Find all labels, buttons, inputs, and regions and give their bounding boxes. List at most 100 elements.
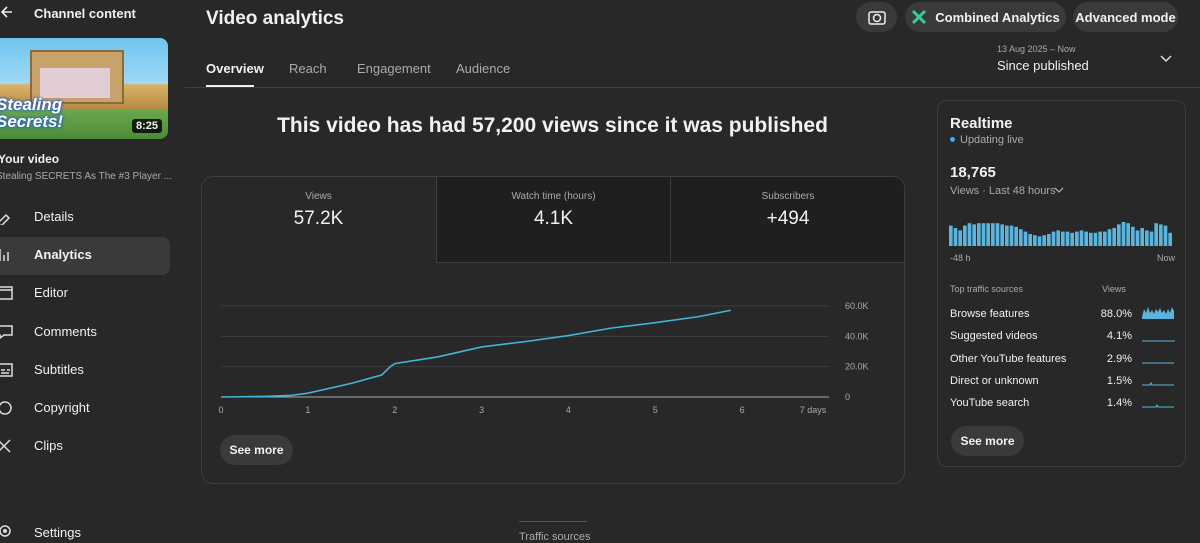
dropdown-icon[interactable]	[1054, 187, 1064, 195]
button-label: See more	[960, 434, 1015, 448]
source-share: 1.4%	[1106, 397, 1132, 410]
nav-item[interactable]: Editor	[34, 285, 68, 301]
sources-title: Top traffic sources	[950, 284, 1023, 294]
live-dot	[950, 137, 955, 142]
bar	[1098, 231, 1102, 246]
date-range: 13 Aug 2025 – Now	[997, 44, 1076, 54]
bar	[1019, 229, 1023, 246]
camera-button[interactable]	[856, 2, 897, 32]
bar	[953, 228, 958, 246]
x-tick-label: 1	[305, 405, 310, 415]
sidebar-title: Channel content	[34, 6, 136, 21]
tab[interactable]: Reach	[289, 61, 327, 76]
nav-item[interactable]: Details	[34, 209, 74, 224]
tab[interactable]: Overview	[206, 61, 264, 76]
nav-item[interactable]: Subtitles	[34, 361, 84, 377]
bar	[1005, 225, 1009, 246]
bar	[1145, 230, 1149, 246]
bar	[1070, 232, 1074, 246]
bar	[1061, 231, 1065, 246]
metric-value: 57.2K	[293, 208, 344, 229]
bar	[1154, 223, 1158, 246]
bar	[986, 223, 990, 246]
bar	[1033, 235, 1037, 246]
source-share: 4.1%	[1106, 330, 1132, 343]
sidebar: Channel content Stealing Secrets! 8:25 Y…	[0, 0, 185, 540]
bar	[977, 223, 981, 246]
metric-cell[interactable]: Views 57.2K	[202, 177, 435, 262]
date-label[interactable]: Since published	[997, 58, 1089, 73]
bar	[963, 225, 967, 246]
bar	[1126, 223, 1130, 246]
metric-cell[interactable]: Watch time (hours) 4.1K	[436, 177, 670, 263]
y-tick-label: 20.0K	[845, 362, 869, 372]
logo-icon	[912, 9, 927, 25]
bar	[1084, 231, 1088, 246]
divider	[185, 87, 1200, 88]
bar	[972, 224, 976, 246]
combined-analytics-button[interactable]: Combined Analytics	[905, 2, 1066, 32]
realtime-end: Now	[1156, 253, 1175, 263]
divider	[519, 521, 587, 522]
tab[interactable]: Engagement	[357, 61, 431, 76]
icon-shape	[0, 213, 11, 225]
sparklines	[1142, 307, 1175, 408]
page-title: Video analytics	[206, 8, 344, 29]
nav-settings[interactable]: Settings	[34, 525, 81, 540]
bar	[1037, 236, 1042, 246]
x-tick-label: 5	[653, 405, 658, 415]
nav-icon	[0, 439, 11, 453]
metric-value: +494	[766, 208, 810, 229]
nav-item[interactable]: Copyright	[34, 400, 90, 415]
realtime-card: Realtime Updating live 18,765 Views · La…	[937, 100, 1186, 467]
realtime-start: -48 h	[950, 253, 971, 263]
source-name: Direct or unknown	[950, 374, 1039, 387]
nav-item[interactable]: Analytics	[34, 247, 92, 263]
dropdown-icon[interactable]	[1160, 54, 1172, 64]
bar	[1159, 224, 1163, 246]
source-name: YouTube search	[950, 397, 1030, 410]
bar	[1089, 232, 1093, 246]
y-tick-label: 40.0K	[845, 331, 869, 341]
bar	[1107, 229, 1112, 246]
metric-label: Views	[305, 191, 332, 202]
bar	[991, 223, 995, 246]
realtime-chart	[949, 222, 1172, 246]
nav-item[interactable]: Clips	[34, 438, 63, 454]
back-icon[interactable]	[0, 4, 16, 20]
nav-icon	[0, 525, 11, 537]
bar	[1140, 228, 1144, 246]
bar	[1117, 224, 1121, 246]
y-tick-label: 0	[845, 392, 850, 402]
see-more-button[interactable]: See more	[951, 426, 1024, 456]
footer-label: Traffic sources	[519, 531, 591, 543]
nav-icon	[0, 401, 12, 415]
bar	[981, 223, 986, 246]
realtime-status: Updating live	[960, 134, 1024, 146]
thumbnail[interactable]: Stealing Secrets! 8:25	[0, 38, 168, 139]
metric-value: 4.1K	[533, 208, 574, 229]
tab[interactable]: Audience	[456, 61, 511, 76]
realtime-title: Realtime	[950, 115, 1013, 132]
bar	[1009, 225, 1014, 246]
icon-shape	[0, 439, 11, 453]
bar	[1014, 226, 1018, 246]
bar	[1168, 232, 1172, 246]
bar	[1121, 222, 1126, 246]
bar	[995, 223, 1000, 246]
realtime-period[interactable]: Views · Last 48 hours	[950, 185, 1056, 197]
advanced-mode-button[interactable]: Advanced mode	[1073, 2, 1178, 32]
bar	[1149, 231, 1154, 246]
bar	[1047, 234, 1051, 246]
nav-icon	[0, 324, 13, 339]
see-more-button[interactable]: See more	[220, 435, 293, 465]
realtime-value: 18,765	[950, 164, 996, 181]
x-tick-label: 2	[392, 405, 397, 415]
headline: This video has had 57,200 views since it…	[277, 114, 828, 137]
nav-item[interactable]: Comments	[34, 323, 97, 339]
metric-cell[interactable]: Subscribers +494	[670, 177, 904, 263]
bar	[1075, 231, 1079, 246]
bar	[1051, 231, 1056, 246]
icon-shape	[0, 401, 12, 415]
